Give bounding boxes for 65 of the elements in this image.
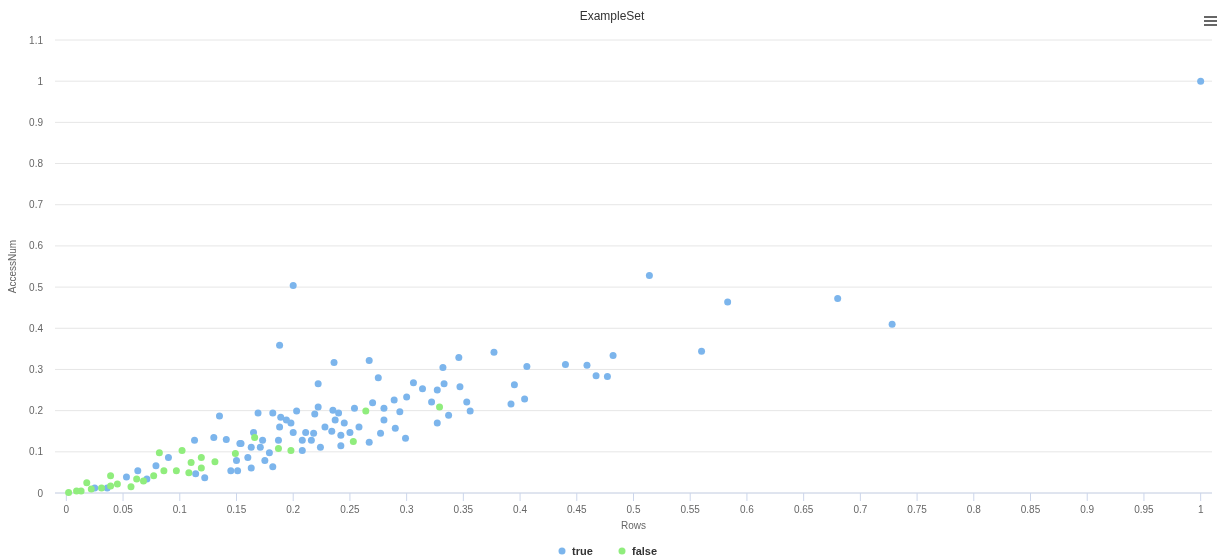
point xyxy=(197,464,205,472)
x-tick-label: 0.3 xyxy=(399,504,415,515)
point xyxy=(251,433,259,441)
point xyxy=(127,483,135,491)
legend-label: true xyxy=(572,545,593,557)
x-tick-label: 0.75 xyxy=(907,504,928,515)
point xyxy=(231,449,239,457)
x-tick-label: 0.05 xyxy=(113,504,134,515)
point xyxy=(287,447,295,455)
point xyxy=(113,480,121,488)
point xyxy=(349,438,357,446)
y-axis-title: AccessNum xyxy=(7,239,18,294)
x-axis-title: Rows xyxy=(620,520,647,531)
x-tick-label: 0.45 xyxy=(567,504,587,515)
x-tick-label: 0 xyxy=(63,504,70,515)
x-tick-label: 0.8 xyxy=(966,504,982,515)
point xyxy=(211,458,219,466)
point xyxy=(65,489,73,497)
x-tick-label: 0.85 xyxy=(1020,504,1041,515)
point xyxy=(172,467,180,475)
y-tick-label: 0.7 xyxy=(29,199,44,211)
y-tick-label: 0.9 xyxy=(29,116,44,128)
x-tick-label: 0.35 xyxy=(453,504,474,515)
x-tick-label: 0.55 xyxy=(680,504,701,515)
point xyxy=(436,403,444,411)
y-tick-label: 1 xyxy=(37,75,44,87)
y-tick-label: 1.1 xyxy=(29,34,44,46)
y-tick-label: 0.1 xyxy=(29,446,44,458)
x-tick-label: 0.4 xyxy=(513,504,528,515)
x-tick-label: 0.9 xyxy=(1080,504,1095,515)
x-tick-label: 0.6 xyxy=(739,504,755,515)
point xyxy=(139,477,147,485)
point xyxy=(155,449,163,457)
point xyxy=(362,407,370,415)
point xyxy=(107,482,115,490)
y-tick-label: 0.6 xyxy=(29,240,44,252)
point xyxy=(185,469,193,477)
chart-title: ExampleSet xyxy=(579,9,646,23)
point xyxy=(187,459,195,467)
y-tick-label: 0.8 xyxy=(29,158,44,170)
x-tick-label: 0.5 xyxy=(626,504,641,515)
point xyxy=(178,447,186,455)
point xyxy=(150,472,158,480)
point xyxy=(197,454,205,462)
point xyxy=(133,475,141,483)
point xyxy=(107,472,115,480)
point xyxy=(87,485,95,493)
x-tick-label: 0.25 xyxy=(340,504,361,515)
y-tick-label: 0.5 xyxy=(29,281,44,293)
point xyxy=(274,445,282,453)
x-tick-label: 0.7 xyxy=(853,504,868,515)
x-tick-label: 1 xyxy=(1197,504,1204,515)
x-tick-label: 0.65 xyxy=(793,504,814,515)
x-tick-label: 0.95 xyxy=(1134,504,1155,515)
x-tick-label: 0.2 xyxy=(286,504,301,515)
point xyxy=(98,484,106,492)
point xyxy=(160,467,168,475)
y-tick-label: 0.3 xyxy=(29,363,44,375)
legend-label: false xyxy=(632,545,658,557)
x-tick-label: 0.15 xyxy=(226,504,247,515)
point xyxy=(83,479,91,487)
y-tick-label: 0 xyxy=(37,487,44,499)
y-tick-label: 0.4 xyxy=(29,322,44,334)
y-tick-label: 0.2 xyxy=(29,405,44,417)
x-tick-label: 0.1 xyxy=(172,504,188,515)
